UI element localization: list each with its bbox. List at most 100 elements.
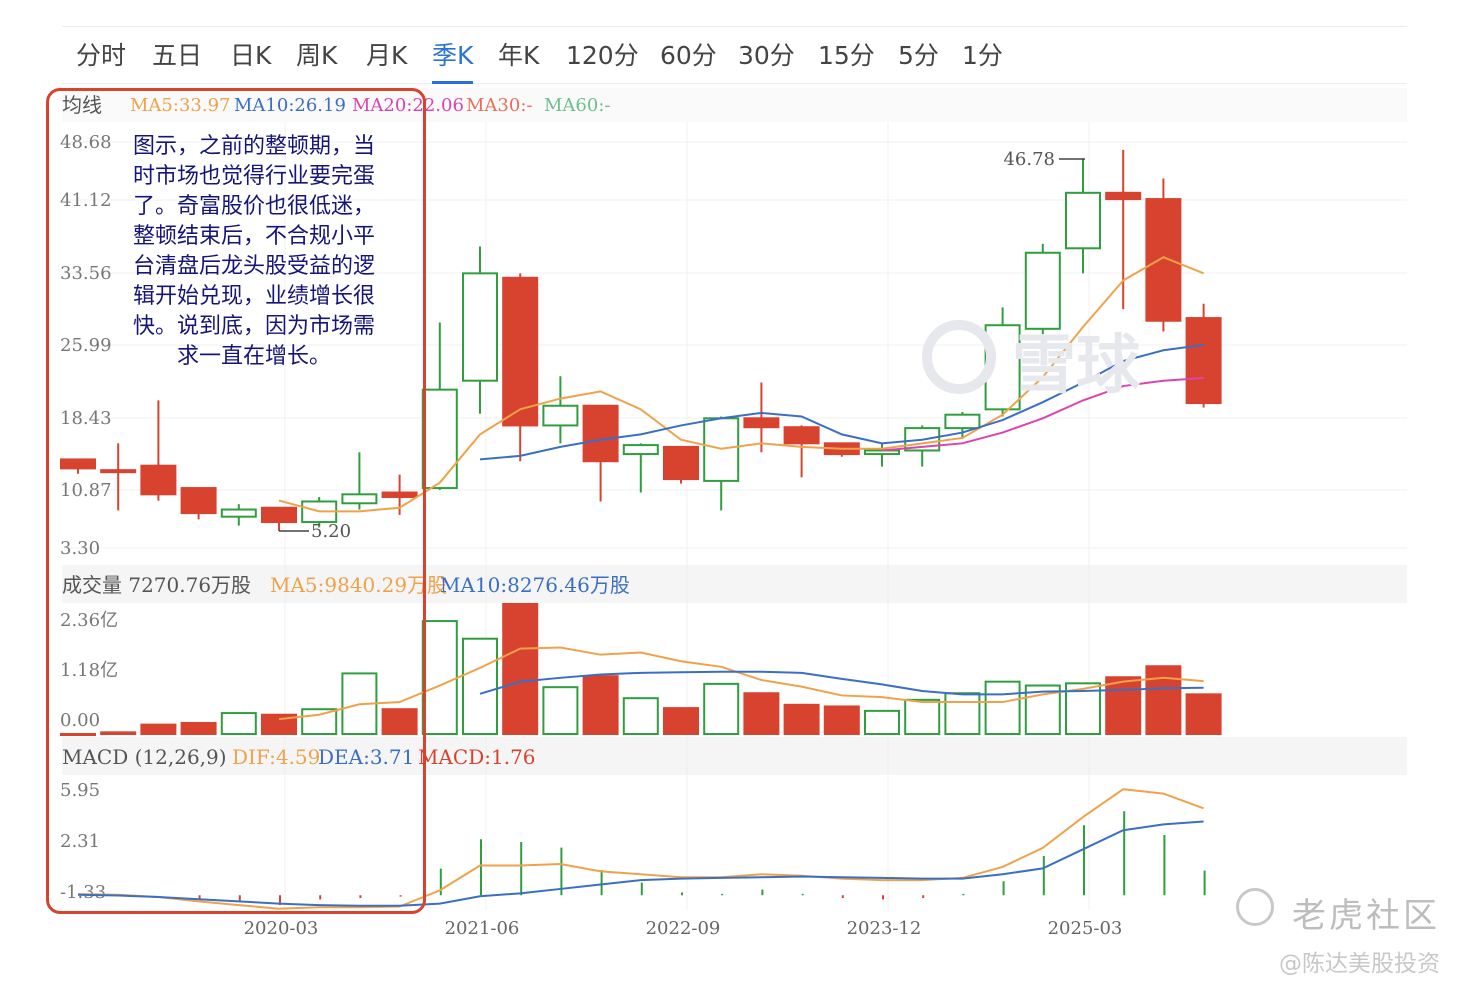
volume-bar-5 (261, 713, 297, 735)
volume-bar-13 (582, 675, 619, 735)
price-legend-item-1: MA10:26.19 (234, 95, 346, 116)
macd-legend-strip (62, 737, 1407, 775)
volume-bar-2 (140, 723, 177, 736)
candle-body-22 (944, 413, 981, 430)
price-ytick-2: 33.56 (60, 263, 112, 284)
low-marker-label: 5.20 (311, 521, 351, 542)
price-ytick-0: 48.68 (60, 132, 112, 153)
volume-ytick-1: 1.18亿 (60, 660, 118, 681)
macd-legend-item-1: DEA:3.71 (318, 745, 414, 769)
macd-dif-line (77, 788, 1204, 910)
volume-bar-19 (823, 705, 860, 736)
candle-body-27 (1145, 198, 1182, 322)
volume-bar-4 (220, 712, 257, 736)
volume-bar-20 (864, 709, 900, 735)
candle-body-20 (864, 449, 900, 456)
candle-body-26 (1105, 191, 1142, 201)
xtick-label-2: 2022-09 (646, 918, 721, 939)
tab-8[interactable]: 60分 (660, 41, 717, 70)
tab-12[interactable]: 1分 (962, 41, 1003, 70)
tiger-community-watermark: 老虎社区 (1292, 896, 1440, 936)
author-credit: @陈达美股投资 (1279, 951, 1440, 977)
candle-body-17 (743, 417, 780, 429)
xtick-label-3: 2023-12 (847, 918, 922, 939)
macd-legend-item-2: MACD:1.76 (418, 745, 536, 769)
candle-body-25 (1065, 191, 1101, 250)
xtick-label-1: 2021-06 (445, 918, 520, 939)
tab-2[interactable]: 日K (230, 41, 272, 70)
tab-3[interactable]: 周K (296, 41, 338, 70)
candle-body-3 (180, 487, 217, 515)
price-legend-item-4: MA60:- (544, 95, 610, 116)
price-ma10-line (479, 343, 1204, 461)
candle-body-24 (1024, 251, 1061, 330)
tab-9[interactable]: 30分 (738, 41, 795, 70)
high-marker-label: 46.78 (1003, 149, 1055, 170)
volume-bar-22 (944, 692, 981, 736)
candle-body-4 (220, 508, 257, 518)
macd-ytick-2: -1.33 (60, 882, 106, 903)
macd-legend-item-0: DIF:4.59 (232, 745, 320, 769)
volume-ytick-0: 2.36亿 (60, 610, 118, 631)
tab-5[interactable]: 季K (432, 27, 474, 84)
candle-body-11 (502, 276, 539, 427)
volume-bar-10 (462, 637, 498, 735)
volume-bar-0 (60, 733, 96, 736)
tab-1[interactable]: 五日 (152, 41, 203, 70)
candle-body-13 (582, 404, 619, 463)
tab-10[interactable]: 15分 (818, 41, 875, 70)
candle-body-9 (421, 388, 458, 490)
volume-legend-item-0: MA5:9840.29万股 (270, 573, 447, 597)
volume-bar-23 (984, 680, 1021, 736)
volume-bar-9 (421, 620, 458, 736)
price-ytick-4: 18.43 (60, 408, 112, 429)
candle-body-1 (100, 469, 137, 474)
macd-ytick-1: 2.31 (60, 831, 100, 852)
candle-body-28 (1185, 317, 1222, 405)
price-ytick-3: 25.99 (60, 335, 112, 356)
price-legend-strip (62, 88, 1407, 122)
volume-bar-12 (542, 686, 579, 736)
candle-body-10 (462, 272, 498, 382)
volume-ma10-line (479, 670, 1204, 696)
candle-body-15 (663, 445, 699, 481)
volume-legend-title: 成交量 7270.76万股 (62, 573, 251, 597)
volume-ytick-2: 0.00 (60, 710, 100, 731)
xueqiu-logo-text: 雪球 (1012, 329, 1140, 403)
volume-legend-strip (62, 565, 1407, 603)
price-legend-item-3: MA30:- (466, 95, 532, 116)
period-tab-bar: 分时 五日 日K 周K 月K 季K 年K 120分 60分 30分 15分 5分 1分 (62, 26, 1407, 84)
tab-6[interactable]: 年K (498, 41, 540, 70)
volume-bar-15 (663, 707, 699, 735)
candle-body-2 (140, 464, 177, 496)
tab-0[interactable]: 分时 (76, 41, 127, 70)
price-legend-item-0: MA5:33.97 (130, 95, 230, 116)
volume-bar-17 (743, 692, 780, 736)
macd-ytick-0: 5.95 (60, 780, 100, 801)
price-ma5-line (278, 256, 1204, 513)
volume-bar-11 (502, 603, 539, 735)
price-legend-title: 均线 (62, 93, 102, 117)
price-ma20-line (881, 377, 1204, 452)
tab-11[interactable]: 5分 (898, 41, 939, 70)
candle-body-14 (622, 444, 659, 456)
volume-legend-item-1: MA10:8276.46万股 (440, 573, 630, 597)
annotation-text: 图示，之前的整顿期，当时市场也觉得行业要完蛋了。奇富股价也很低迷，整顿结束后，不… (132, 134, 375, 369)
volume-bar-1 (100, 731, 137, 736)
candle-body-12 (542, 404, 579, 427)
tab-4[interactable]: 月K (366, 41, 408, 70)
annotation-highlight-box (46, 88, 426, 914)
volume-bar-18 (783, 703, 820, 736)
candle-body-18 (783, 426, 820, 445)
volume-bar-8 (381, 708, 418, 735)
tiger-community-logo-icon (1236, 888, 1274, 926)
price-ytick-6: 3.30 (60, 538, 100, 559)
macd-dea-line (77, 820, 1204, 907)
tab-7[interactable]: 120分 (566, 41, 639, 70)
xtick-label-0: 2020-03 (244, 918, 319, 939)
volume-bar-3 (180, 721, 217, 735)
volume-bar-27 (1145, 665, 1182, 736)
price-ytick-5: 10.87 (60, 480, 112, 501)
volume-bar-16 (703, 682, 740, 735)
